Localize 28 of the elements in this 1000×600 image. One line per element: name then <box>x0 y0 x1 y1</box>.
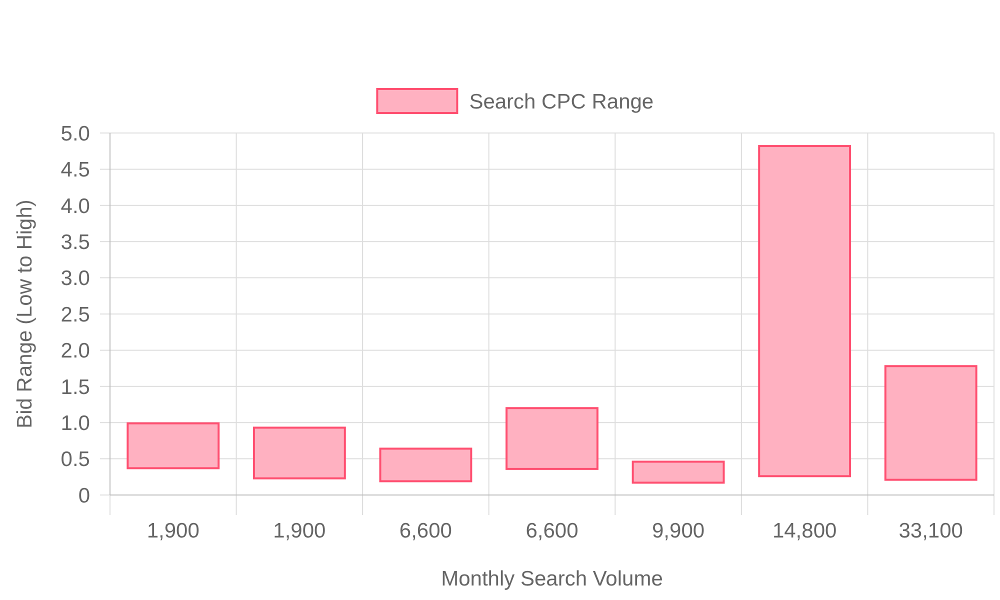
bar <box>758 145 852 478</box>
y-tick-label: 0.5 <box>60 448 90 472</box>
bar <box>506 407 598 470</box>
y-tick-label: 4.5 <box>60 158 90 182</box>
x-tick-label: 1,900 <box>146 519 200 542</box>
x-tick-label: 14,800 <box>772 519 837 542</box>
y-tick-label: 3.0 <box>60 267 90 290</box>
legend-label: Search CPC Range <box>469 90 654 114</box>
y-tick-label: 3.5 <box>60 230 90 254</box>
x-tick-label: 33,100 <box>898 519 963 542</box>
bar <box>126 422 220 470</box>
y-tick-label: 4.0 <box>60 194 90 218</box>
x-tick-label: 9,900 <box>652 519 705 542</box>
y-tick-label: 5.0 <box>60 122 90 146</box>
x-tick-label: 6,600 <box>526 519 578 542</box>
bar <box>632 460 725 484</box>
y-tick-label: 1.0 <box>60 412 90 435</box>
y-axis-title: Bid Range (Low to High) <box>13 200 36 428</box>
bar <box>884 365 978 481</box>
x-axis-title: Monthly Search Volume <box>441 567 663 590</box>
x-tick-label: 1,900 <box>273 519 326 542</box>
x-tick-label: 6,600 <box>399 519 452 542</box>
y-tick-label: 2.0 <box>60 340 90 363</box>
y-tick-label: 0 <box>78 484 90 508</box>
bar <box>252 426 346 480</box>
y-tick-label: 1.5 <box>60 376 90 399</box>
y-tick-label: 2.5 <box>60 303 90 326</box>
bar <box>379 448 472 482</box>
